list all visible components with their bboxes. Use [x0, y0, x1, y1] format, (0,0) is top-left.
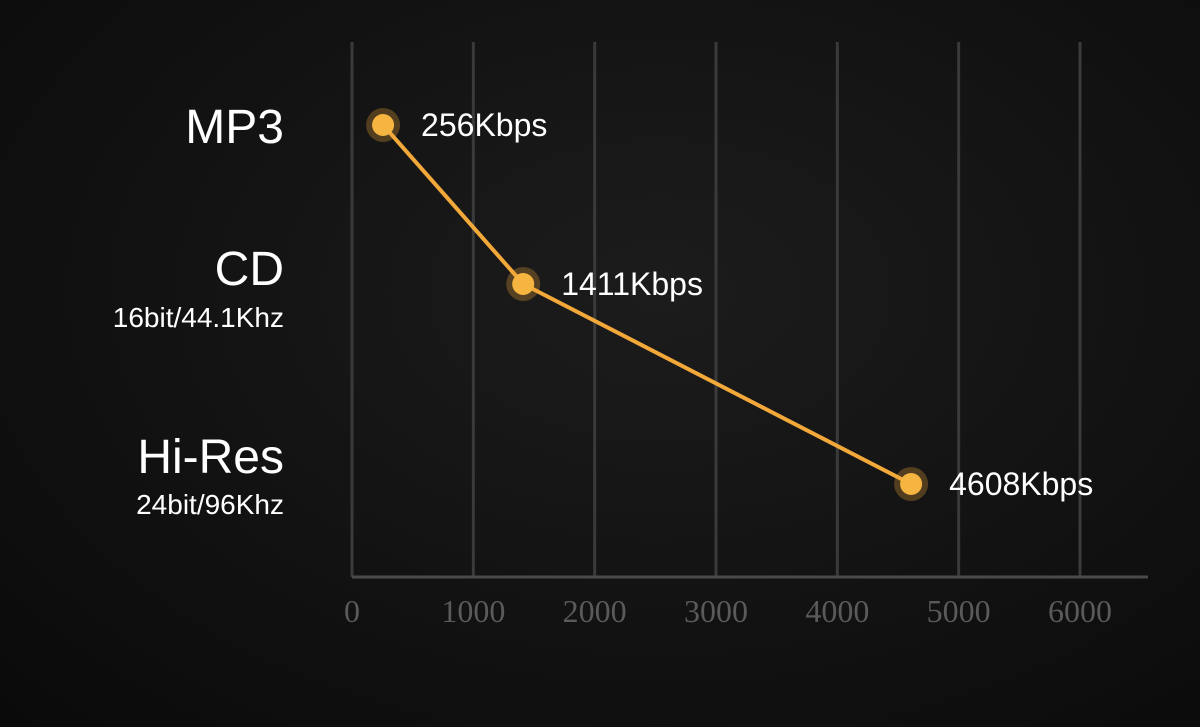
- category-label-hi-res: Hi-Res: [137, 431, 284, 484]
- data-point-cd: [506, 267, 541, 301]
- data-label-hi-res: 4608Kbps: [949, 466, 1093, 502]
- category-detail-hi-res: 24bit/96Khz: [136, 489, 284, 520]
- gridlines: [350, 42, 1082, 577]
- x-tick-labels: 0 1000 2000 3000 4000 5000 6000: [344, 593, 1112, 629]
- data-label-mp3: 256Kbps: [421, 107, 547, 143]
- x-tick-label-3000: 3000: [684, 593, 748, 629]
- marker-dot: [900, 473, 923, 495]
- data-point-mp3: [366, 108, 401, 142]
- x-tick-label-2000: 2000: [563, 593, 627, 629]
- x-tick-label-0: 0: [344, 593, 360, 629]
- x-tick-label-6000: 6000: [1048, 593, 1112, 629]
- category-label-cd: CD: [214, 243, 284, 296]
- category-label-mp3: MP3: [185, 101, 284, 154]
- data-point-hi-res: [894, 467, 929, 501]
- bitrate-series-line: [381, 123, 913, 486]
- marker-dot: [512, 273, 535, 295]
- x-tick-label-1000: 1000: [441, 593, 505, 629]
- data-labels: 256Kbps 1411Kbps 4608Kbps: [421, 107, 1093, 502]
- data-label-cd: 1411Kbps: [561, 266, 703, 302]
- data-markers: [366, 108, 929, 501]
- marker-dot: [372, 114, 395, 136]
- x-tick-label-4000: 4000: [805, 593, 869, 629]
- category-detail-cd: 16bit/44.1Khz: [112, 302, 284, 333]
- x-tick-label-5000: 5000: [927, 593, 991, 629]
